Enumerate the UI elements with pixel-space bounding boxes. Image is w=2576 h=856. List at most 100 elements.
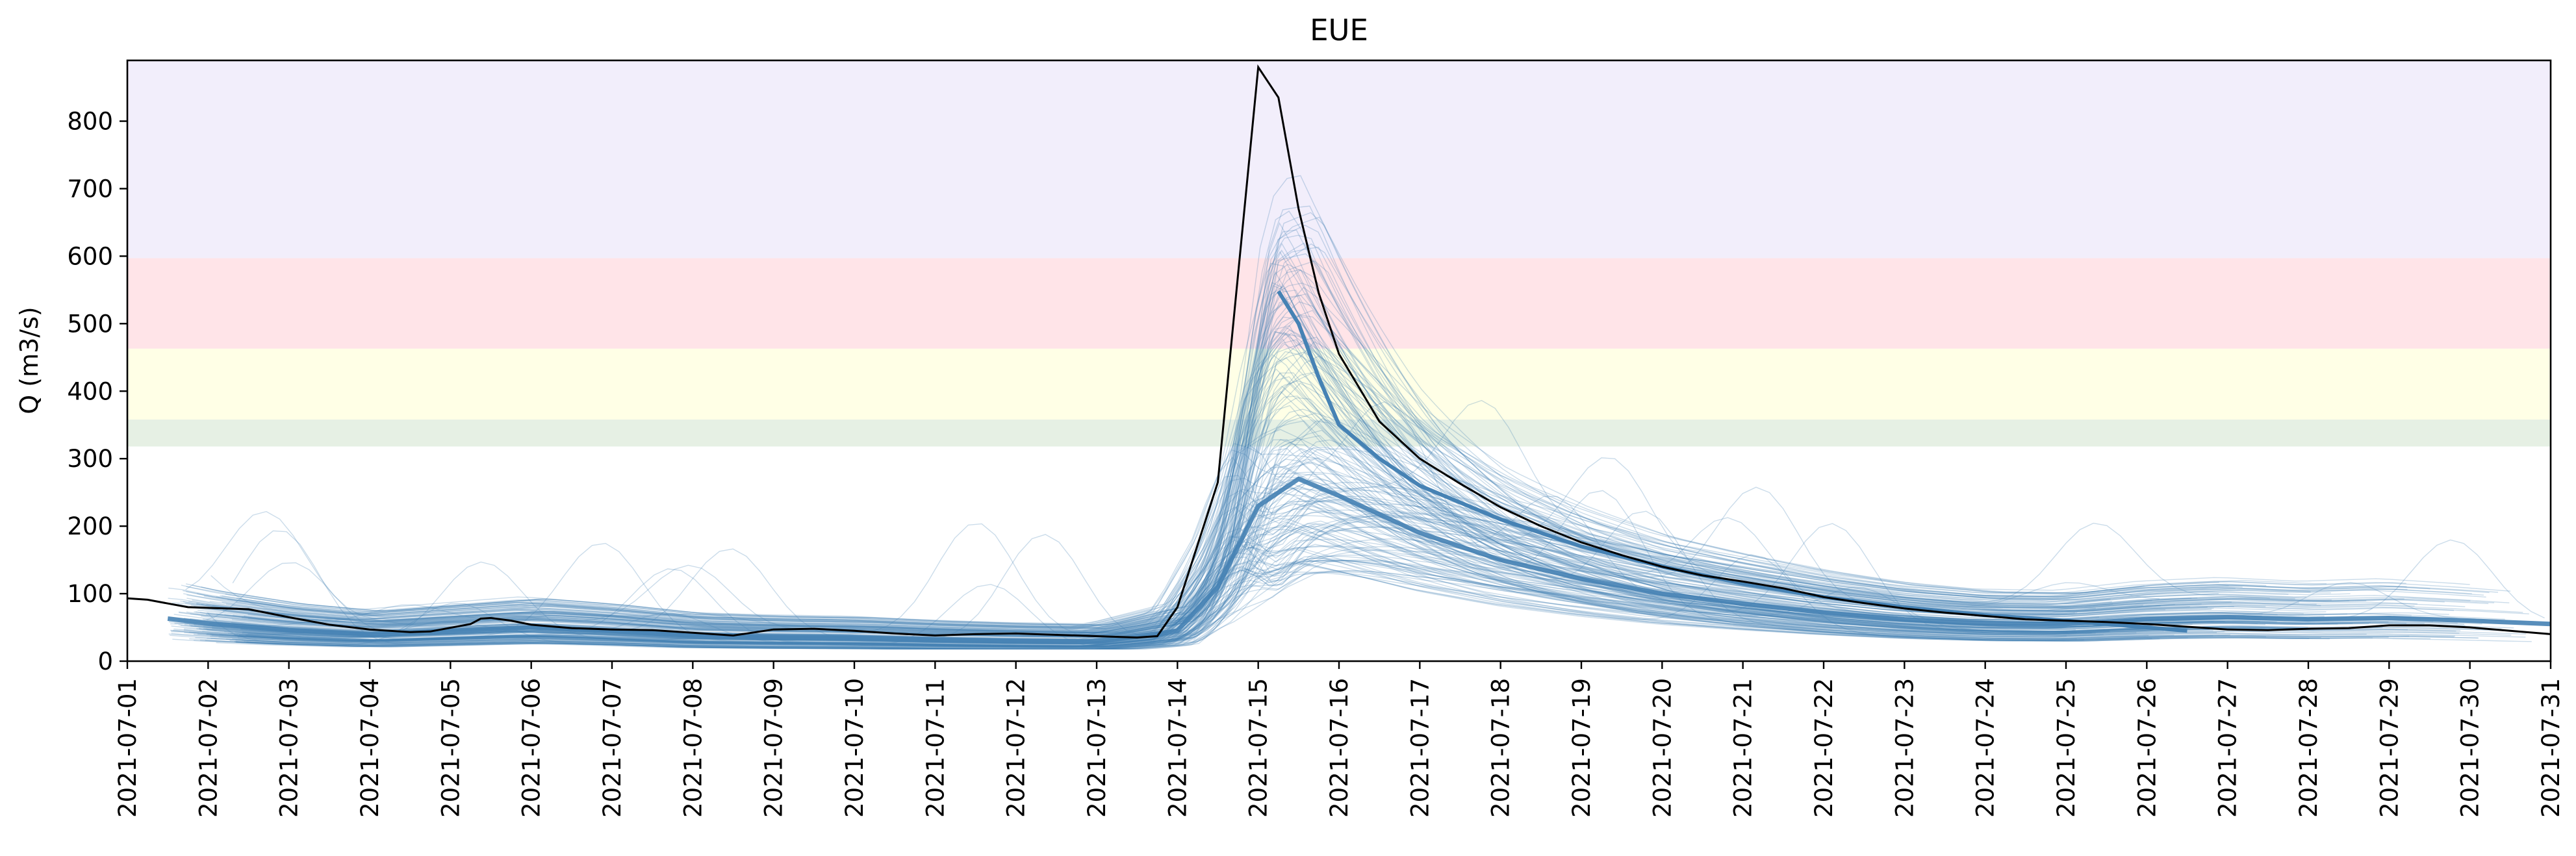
ensemble-member-line [232,473,2455,649]
ensemble-member-line [248,234,2160,647]
ensemble-member-line [203,523,2277,644]
ensemble-member-line [227,333,2490,627]
ensemble-member-line [196,559,2068,647]
ensemble-member-line [210,525,2149,649]
ensemble-member-line [205,562,2373,649]
ensemble-member-line [242,253,2383,647]
ensemble-member-line [186,530,2166,638]
ensemble-member-line [172,405,2084,649]
ensemble-member-line [210,285,2351,648]
ensemble-member-line [234,549,2321,649]
x-tick-label: 2021-07-11 [921,678,949,818]
x-tick-label: 2021-07-17 [1406,678,1434,818]
x-tick-label: 2021-07-12 [1002,678,1030,818]
ensemble-member-line [179,488,2455,637]
ensemble-member-line [201,224,2449,640]
ensemble-member-line [194,243,2321,636]
x-tick-label: 2021-07-10 [841,678,869,818]
y-tick-label: 700 [67,175,113,203]
x-tick-label: 2021-07-28 [2295,678,2323,818]
threshold-bands [127,60,2551,447]
ensemble-member-line [236,512,2499,628]
x-tick-label: 2021-07-05 [437,678,465,818]
x-tick-label: 2021-07-21 [1729,678,1757,818]
y-axis-label: Q (m3/s) [15,307,44,414]
ensemble-member-line [237,572,2217,649]
y-tick-label: 0 [97,648,113,675]
ensemble-member-line [234,525,2160,649]
ensemble-member-line [235,438,2188,649]
ensemble-member-line [183,264,2338,647]
ensemble-member-line [171,283,2164,648]
ensemble-member-line [223,447,2175,636]
ensemble-member-line [246,561,2266,649]
ensemble-member-line [189,483,2425,644]
y-tick-label: 800 [67,108,113,136]
ensemble-member-line [188,221,2303,647]
ensemble-member-line [173,351,2408,648]
ensemble-member-line [168,486,2458,644]
y-tick-label: 500 [67,310,113,338]
ensemble-member-line [244,429,2466,635]
ensemble-member-line [225,325,2367,649]
ensemble-member-line [246,205,2078,648]
ensemble-member-line [185,329,2192,633]
x-tick-label: 2021-07-06 [518,678,546,818]
x-tick-label: 2021-07-15 [1245,678,1273,818]
x-tick-label: 2021-07-24 [1972,678,2000,818]
ensemble-member-line [224,458,2486,647]
ensemble-member-line [212,368,2327,639]
ensemble-member-line [188,475,2289,631]
y-tick-label: 100 [67,580,113,608]
ensemble-member-line [235,568,2456,648]
ensemble-member-line [184,412,2460,649]
ensemble-member-line [177,490,2332,634]
ensemble-member-line [212,506,2111,632]
ensemble-member-line [225,516,2219,631]
x-tick-label: 2021-07-14 [1164,678,1192,818]
ensemble-member-line [236,269,2189,647]
x-axis: 2021-07-01 2021-07-02 2021-07-03 2021-07-04… [114,661,2565,818]
ensemble-member-line [172,336,2300,635]
ensemble-member-line [219,339,2266,648]
ensemble-member-line [236,461,2310,649]
ensemble-member-line [248,486,2214,638]
ensemble-member-line [171,271,2110,648]
ensemble-member-line [230,520,2210,648]
ensemble-member-line [190,429,2076,646]
ensemble-member-line [190,527,2304,640]
ensemble-member-line [192,486,2145,625]
x-tick-label: 2021-07-29 [2375,678,2403,818]
ensemble-member-line [234,380,2092,648]
x-tick-label: 2021-07-20 [1648,678,1676,818]
ensemble-member-line [184,523,2258,645]
x-tick-label: 2021-07-02 [194,678,222,818]
ensemble-member-line [207,535,2415,636]
ensemble-member-line [238,525,2461,648]
ensemble-members [168,175,2545,649]
ensemble-member-line [201,457,2113,633]
x-tick-label: 2021-07-07 [598,678,626,818]
ensemble-member-line [195,459,2174,649]
ensemble-member-line [168,314,2430,628]
ensemble-member-line [188,293,2464,644]
x-tick-label: 2021-07-25 [2052,678,2080,818]
x-tick-label: 2021-07-03 [275,678,303,818]
y-axis: 0 100 200 300 400 500 600 700 800 [67,108,127,675]
chart-title: EUE [1310,13,1368,47]
ensemble-member-line [231,538,2278,640]
ensemble-member-line [197,341,2311,630]
ensemble-member-line [239,409,2407,627]
observed-line [127,64,2551,639]
ensemble-member-line [185,420,2232,635]
ensemble-member-line [245,242,2359,647]
ensemble-member-line [235,301,2471,633]
ensemble-member-line [201,355,2100,626]
ensemble-member-line [184,478,2298,647]
ensemble-member-line [216,251,2317,636]
ensemble-member-line [209,559,2162,644]
ensemble-member-line [197,500,2096,636]
ensemble-highlight-line [1277,290,2187,633]
ensemble-member-line [223,447,2417,636]
ensemble-member-line [181,333,2470,625]
